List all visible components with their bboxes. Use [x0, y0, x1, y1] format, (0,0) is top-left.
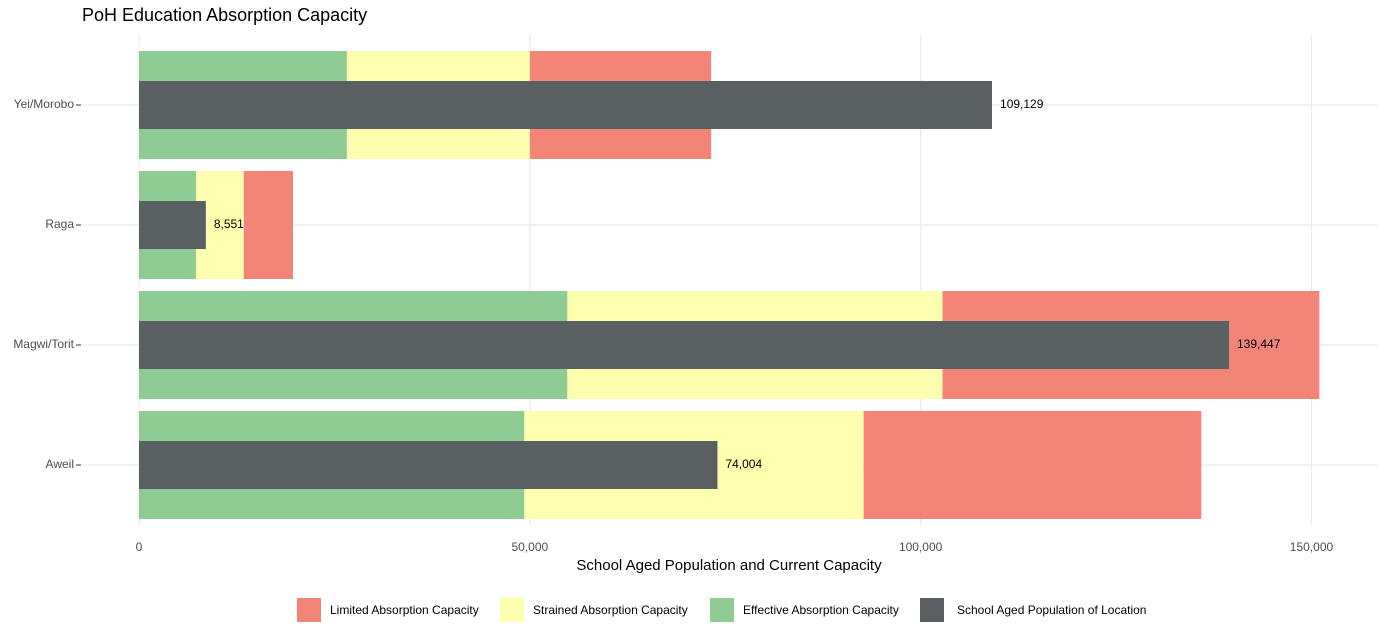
- data-label: 139,447: [1237, 337, 1281, 351]
- bar-segment: [243, 171, 293, 279]
- y-tick-label: Magwi/Torit: [13, 337, 74, 351]
- x-tick-label: 150,000: [1290, 540, 1334, 554]
- legend-label: Limited Absorption Capacity: [330, 603, 479, 617]
- population-bar: [139, 321, 1230, 369]
- legend-swatch: [500, 598, 524, 622]
- y-tick-label: Yei/Morobo: [14, 97, 75, 111]
- legend-label: School Aged Population of Location: [957, 603, 1146, 617]
- x-axis-title: School Aged Population and Current Capac…: [576, 557, 882, 574]
- population-bar: [139, 201, 206, 249]
- x-tick-label: 50,000: [511, 540, 548, 554]
- y-tick-label: Raga: [45, 217, 74, 231]
- data-label: 74,004: [725, 457, 762, 471]
- x-tick-label: 100,000: [899, 540, 943, 554]
- legend-swatch: [710, 598, 734, 622]
- population-bar: [139, 81, 993, 129]
- chart-title: PoH Education Absorption Capacity: [82, 5, 367, 25]
- x-tick-label: 0: [136, 540, 143, 554]
- bars: [139, 51, 1320, 519]
- population-bar: [139, 441, 718, 489]
- data-label: 109,129: [1000, 97, 1044, 111]
- data-label: 8,551: [214, 217, 244, 231]
- legend-swatch: [297, 598, 321, 622]
- legend-swatch: [920, 598, 944, 622]
- legend-label: Strained Absorption Capacity: [533, 603, 688, 617]
- y-tick-label: Aweil: [46, 457, 74, 471]
- legend-label: Effective Absorption Capacity: [743, 603, 899, 617]
- bar-segment: [863, 411, 1202, 519]
